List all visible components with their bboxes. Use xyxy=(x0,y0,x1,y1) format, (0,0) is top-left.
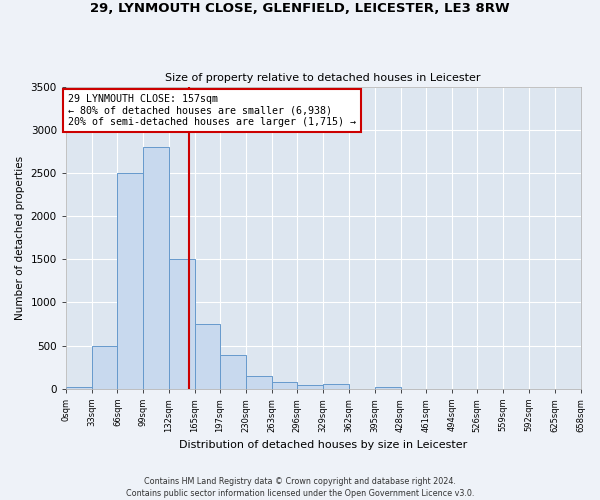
Bar xyxy=(375,387,401,389)
Bar xyxy=(323,384,349,389)
Bar xyxy=(246,376,272,389)
Y-axis label: Number of detached properties: Number of detached properties xyxy=(15,156,25,320)
Text: 29 LYNMOUTH CLOSE: 157sqm
← 80% of detached houses are smaller (6,938)
20% of se: 29 LYNMOUTH CLOSE: 157sqm ← 80% of detac… xyxy=(68,94,356,128)
X-axis label: Distribution of detached houses by size in Leicester: Distribution of detached houses by size … xyxy=(179,440,467,450)
Text: 29, LYNMOUTH CLOSE, GLENFIELD, LEICESTER, LE3 8RW: 29, LYNMOUTH CLOSE, GLENFIELD, LEICESTER… xyxy=(90,2,510,16)
Bar xyxy=(220,355,246,389)
Text: Contains HM Land Registry data © Crown copyright and database right 2024.
Contai: Contains HM Land Registry data © Crown c… xyxy=(126,476,474,498)
Bar xyxy=(92,346,118,389)
Bar xyxy=(195,324,220,389)
Bar xyxy=(169,259,195,389)
Title: Size of property relative to detached houses in Leicester: Size of property relative to detached ho… xyxy=(166,73,481,83)
Bar xyxy=(272,382,298,389)
Bar xyxy=(118,173,143,389)
Bar xyxy=(66,387,92,389)
Bar xyxy=(143,147,169,389)
Bar xyxy=(298,386,323,389)
